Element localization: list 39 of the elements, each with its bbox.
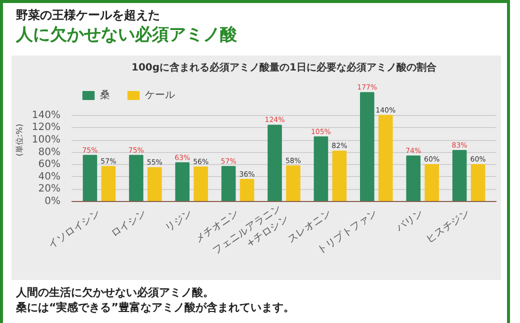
bar	[148, 167, 162, 202]
chart-title: 100gに含まれる必須アミノ酸量の1日に必要な必須アミノ酸の割合	[132, 62, 438, 74]
y-tick-label: 100%	[32, 134, 61, 146]
bar	[314, 136, 328, 202]
y-axis-title: (単位:%)	[14, 124, 24, 156]
x-tick-label: イソロイシン	[46, 208, 102, 251]
text: 人間の生活に欠かせない必須アミノ酸。	[16, 285, 215, 300]
x-tick-label: ヒスチジン	[424, 208, 472, 246]
bar	[286, 165, 300, 202]
x-tick-label: リジン	[164, 208, 195, 234]
x-tick-label: ロイシン	[109, 208, 149, 240]
y-tick-label: 120%	[32, 122, 61, 134]
bar	[101, 166, 116, 202]
bar	[470, 164, 486, 202]
text: 野菜の王様ケールを超えた	[16, 8, 161, 24]
bar	[194, 166, 208, 202]
y-tick-label: 60%	[38, 159, 61, 170]
y-tick-label: 20%	[38, 184, 61, 195]
y-tick-label: 140%	[32, 110, 61, 121]
y-tick-label: 80%	[38, 146, 61, 158]
bar	[175, 162, 190, 202]
bar	[378, 114, 393, 202]
bar	[360, 92, 374, 202]
text: 人に欠かせない必須アミノ酸	[16, 24, 237, 46]
bar	[129, 154, 144, 202]
legend-label: ケール	[145, 89, 175, 102]
bar	[406, 155, 420, 202]
y-tick-label: 40%	[38, 171, 61, 182]
bar	[221, 166, 236, 202]
text: 桑には“実感できる”豊富なアミノ酸が含まれています。	[16, 300, 294, 316]
legend-label: 桑	[100, 89, 111, 102]
x-tick-label: バリン	[394, 208, 426, 235]
bar	[240, 178, 254, 202]
bar	[332, 150, 347, 202]
bar	[268, 124, 282, 202]
bar	[82, 154, 98, 202]
y-tick-label: 0%	[44, 196, 61, 207]
bar	[424, 164, 439, 202]
bar	[452, 150, 467, 202]
